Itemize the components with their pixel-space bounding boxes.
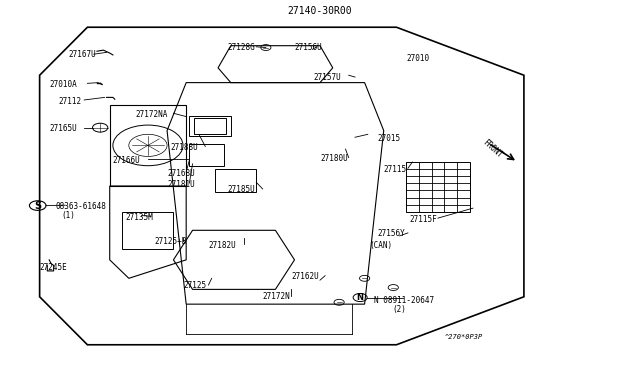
Text: (1): (1) <box>61 211 76 220</box>
Text: 27115: 27115 <box>384 165 407 174</box>
Text: 27245E: 27245E <box>40 263 67 272</box>
Bar <box>215 169 256 192</box>
Text: 27188U: 27188U <box>170 143 198 152</box>
Text: 27168U: 27168U <box>167 169 195 177</box>
Bar <box>122 212 173 249</box>
Text: 27125: 27125 <box>183 281 206 290</box>
Text: 27015: 27015 <box>378 134 401 142</box>
Text: 27125+B: 27125+B <box>154 237 187 246</box>
Bar <box>406 162 470 212</box>
Text: N 08911-20647: N 08911-20647 <box>374 296 435 305</box>
Bar <box>189 144 225 166</box>
Text: 27128G: 27128G <box>228 43 255 52</box>
Text: FRONT: FRONT <box>481 138 504 160</box>
Text: (2): (2) <box>393 305 406 314</box>
Text: 27182U: 27182U <box>209 241 236 250</box>
Bar <box>189 116 231 136</box>
Text: 27115F: 27115F <box>409 215 437 224</box>
Text: 27162U: 27162U <box>291 272 319 281</box>
Text: 27010: 27010 <box>406 54 429 63</box>
Text: 08363-61648: 08363-61648 <box>56 202 106 211</box>
Text: 27172NA: 27172NA <box>135 109 168 119</box>
Text: 27185U: 27185U <box>228 185 255 194</box>
Text: 27156U: 27156U <box>294 43 323 52</box>
Text: 27112: 27112 <box>59 97 82 106</box>
Text: 27180U: 27180U <box>320 154 348 163</box>
Text: 27140-30R00: 27140-30R00 <box>288 6 352 16</box>
Bar <box>194 118 226 134</box>
Text: 27167U: 27167U <box>68 51 96 60</box>
Text: 27135M: 27135M <box>125 213 154 222</box>
Text: (CAN): (CAN) <box>369 241 392 250</box>
Text: 27010A: 27010A <box>49 80 77 89</box>
Text: S: S <box>34 201 41 211</box>
Text: 27172N: 27172N <box>262 292 291 301</box>
Text: 27166U: 27166U <box>113 155 141 165</box>
Text: N: N <box>356 293 364 302</box>
Text: 27165U: 27165U <box>49 124 77 133</box>
Text: ^270*0P3P: ^270*0P3P <box>444 334 483 340</box>
Text: 27157U: 27157U <box>314 73 341 81</box>
Text: 27156Y: 27156Y <box>378 230 405 238</box>
Text: 27181U: 27181U <box>167 180 195 189</box>
